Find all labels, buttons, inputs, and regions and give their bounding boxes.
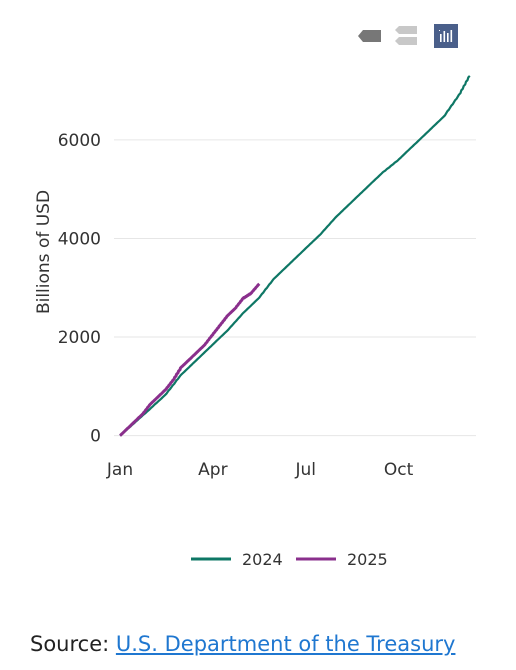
tag-icon[interactable] — [356, 24, 384, 48]
series-line-2024 — [119, 75, 471, 437]
legend: 2024 2025 — [191, 550, 388, 569]
x-tick-label: Oct — [384, 460, 414, 480]
source-prefix: Source: — [30, 632, 116, 656]
series-lines — [118, 75, 471, 437]
chart-toolbar — [356, 24, 458, 48]
y-axis-title: Billions of USD — [34, 190, 54, 314]
legend-label-2025[interactable]: 2025 — [347, 550, 388, 569]
grid-lines — [114, 139, 476, 437]
y-tick-label: 2000 — [58, 328, 101, 348]
source-link[interactable]: U.S. Department of the Treasury — [115, 632, 456, 656]
y-tick-label: 0 — [90, 427, 101, 447]
x-tick-label: Apr — [198, 460, 227, 480]
y-tick-label: 4000 — [58, 229, 101, 249]
x-axis-ticks: Jan Apr Jul Oct — [106, 460, 414, 480]
x-tick-label: Jan — [106, 460, 133, 480]
stack-icon[interactable] — [392, 24, 420, 48]
y-tick-label: 6000 — [58, 131, 101, 151]
source-line: Source: U.S. Department of the Treasury — [30, 632, 455, 656]
line-chart: 0 2000 4000 6000 Jan Apr Jul Oct Billions of U… — [34, 75, 476, 569]
x-tick-label: Jul — [294, 460, 316, 480]
bar-chart-icon[interactable] — [434, 24, 458, 48]
legend-label-2024[interactable]: 2024 — [242, 550, 283, 569]
series-line-2025 — [118, 282, 261, 437]
y-axis-ticks: 0 2000 4000 6000 — [58, 131, 101, 447]
